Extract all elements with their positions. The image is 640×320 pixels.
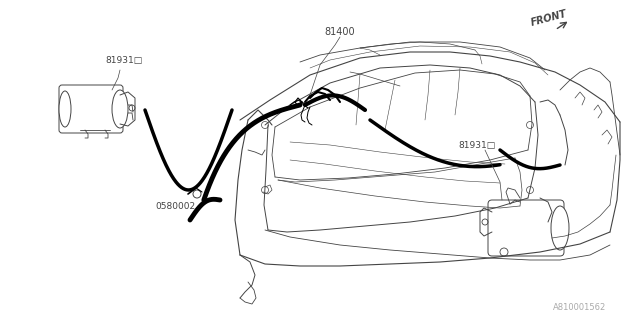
Text: 81931□: 81931□ xyxy=(105,56,142,65)
Text: A810001562: A810001562 xyxy=(554,303,607,312)
Text: FRONT: FRONT xyxy=(530,9,568,28)
Text: 0580002: 0580002 xyxy=(155,202,195,211)
FancyBboxPatch shape xyxy=(488,200,564,256)
Text: 81931□: 81931□ xyxy=(458,141,495,150)
Text: 81400: 81400 xyxy=(324,27,355,37)
FancyBboxPatch shape xyxy=(59,85,123,133)
Ellipse shape xyxy=(112,90,128,128)
Ellipse shape xyxy=(551,206,569,250)
Ellipse shape xyxy=(59,91,71,127)
